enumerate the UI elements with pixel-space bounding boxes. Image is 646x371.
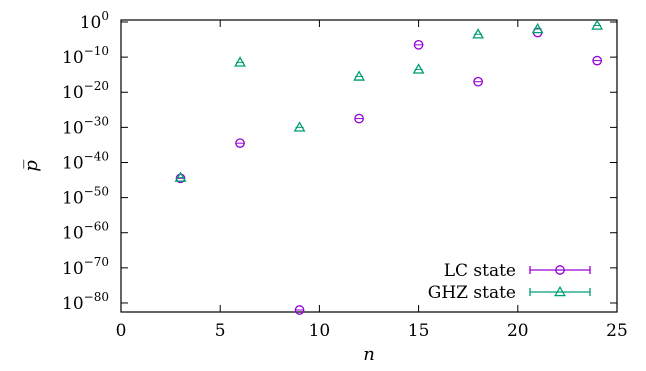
- lc-state-point: [413, 39, 424, 50]
- legend-label-lc-state: LC state: [444, 261, 516, 281]
- x-tick-label: 5: [215, 321, 226, 341]
- lc-state-point: [294, 305, 305, 315]
- y-tick-label: 10−60: [62, 220, 109, 244]
- ghz-state-point: [174, 171, 187, 182]
- legend-marker-triangle: [554, 285, 566, 297]
- lc-state-point: [592, 55, 603, 66]
- y-tick-label: 100: [80, 9, 109, 33]
- lc-state-point: [354, 113, 364, 124]
- ghz-state-point: [353, 70, 366, 81]
- y-axis: 100 10−10 10−20 10−30 10−40 10−50 10−60 10−70 10…: [62, 9, 617, 314]
- ghz-state-point: [531, 22, 544, 34]
- y-tick-label: 10−20: [62, 79, 109, 103]
- y-tick-label: 10−40: [62, 149, 109, 173]
- legend-label-ghz-state: GHZ state: [428, 283, 516, 303]
- x-tick-label: 10: [309, 321, 331, 341]
- y-axis-label: p̅: [21, 160, 42, 172]
- lc-state-point: [473, 76, 483, 87]
- x-axis-label: n: [363, 344, 375, 365]
- ghz-state-point: [412, 63, 425, 74]
- ghz-state-point: [591, 19, 604, 30]
- lc-state-point: [235, 138, 245, 149]
- ghz-state-point: [293, 121, 306, 132]
- y-tick-label: 10−80: [62, 290, 109, 314]
- ghz-state-point: [234, 56, 246, 67]
- x-tick-label: 0: [116, 321, 127, 341]
- x-tick-label: 25: [606, 321, 628, 341]
- y-tick-label: 10−10: [62, 44, 109, 68]
- legend-marker-circle: [555, 265, 565, 275]
- y-tick-label: 10−50: [62, 185, 109, 209]
- x-tick-label: 15: [408, 321, 430, 341]
- plot-frame: [120, 19, 618, 313]
- y-tick-label: 10−70: [62, 255, 109, 279]
- x-tick-label: 20: [507, 321, 529, 341]
- y-tick-label: 10−30: [62, 114, 109, 138]
- ghz-state-point: [472, 28, 485, 39]
- x-axis: 0 5 10 15 20 25: [116, 20, 628, 341]
- data-points: [174, 19, 604, 315]
